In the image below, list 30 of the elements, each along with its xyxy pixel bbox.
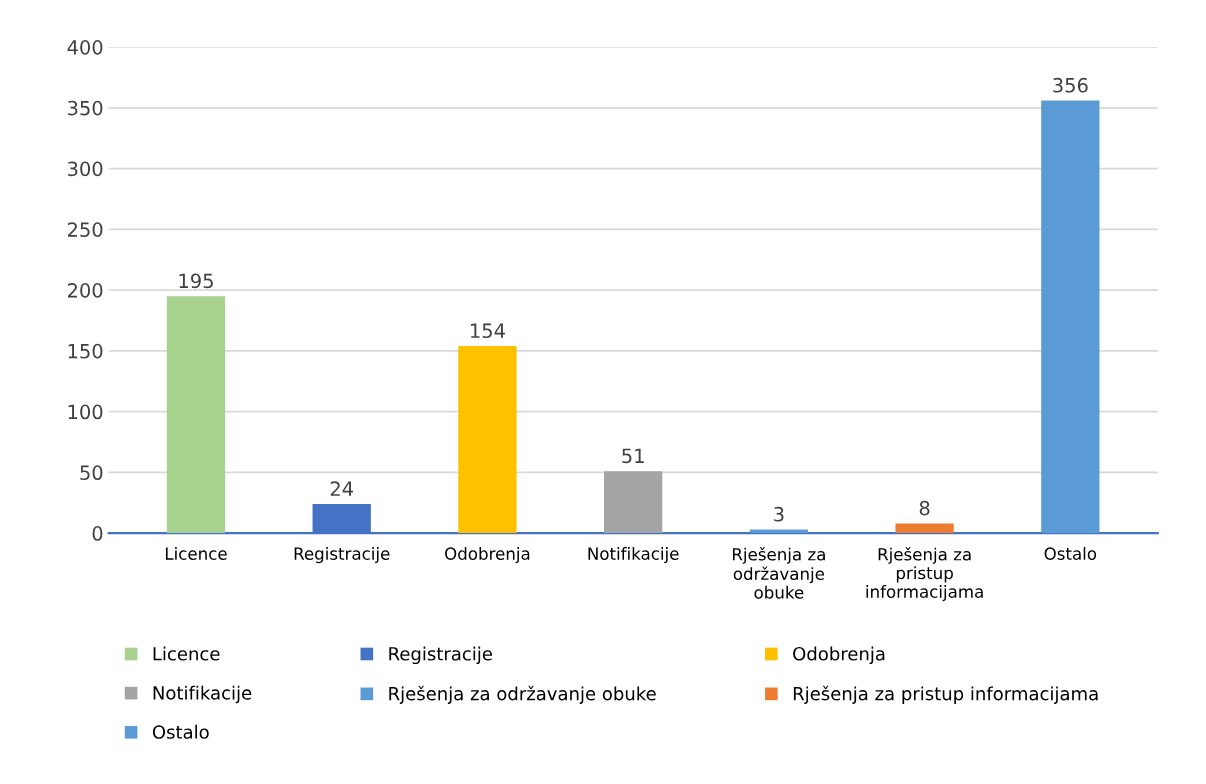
- data-label: 51: [622, 448, 644, 464]
- data-label: 8: [919, 500, 930, 516]
- legend-label: Notifikacije: [153, 685, 252, 704]
- x-tick-label: Licence: [165, 547, 227, 560]
- data-label: 356: [1053, 77, 1088, 93]
- legend-label: Rješenja za pristup informacijama: [793, 685, 1098, 704]
- y-tick-label: 350: [68, 100, 103, 116]
- y-tick-label: 100: [68, 404, 103, 420]
- data-label: 195: [179, 273, 213, 289]
- x-tick-label: Notifikacije: [588, 547, 679, 564]
- x-tick-label: Rješenja za pristup informacijama: [866, 547, 983, 602]
- legend-label: Rješenja za održavanje obuke: [389, 685, 656, 704]
- x-tick-label: Rješenja za održavanje obuke: [732, 547, 825, 599]
- legend-label: Registracije: [389, 646, 492, 665]
- x-tick-label: Ostalo: [1044, 547, 1097, 560]
- y-tick-label: 400: [67, 40, 103, 55]
- y-tick-label: 150: [68, 343, 103, 359]
- y-tick-label: 50: [80, 465, 103, 481]
- x-tick-label: Odobrenja: [445, 547, 530, 564]
- y-tick-label: 200: [67, 283, 103, 298]
- data-label: 24: [330, 481, 353, 496]
- legend-label: Ostalo: [152, 724, 209, 739]
- legend-label: Licence: [153, 646, 220, 661]
- data-label: 3: [774, 506, 784, 522]
- y-tick-label: 300: [68, 161, 103, 177]
- y-tick-label: 0: [92, 526, 103, 541]
- y-tick-label: 250: [67, 222, 103, 237]
- x-tick-label: Registracije: [294, 547, 390, 564]
- data-label: 154: [471, 323, 505, 339]
- legend-label: Odobrenja: [793, 646, 885, 665]
